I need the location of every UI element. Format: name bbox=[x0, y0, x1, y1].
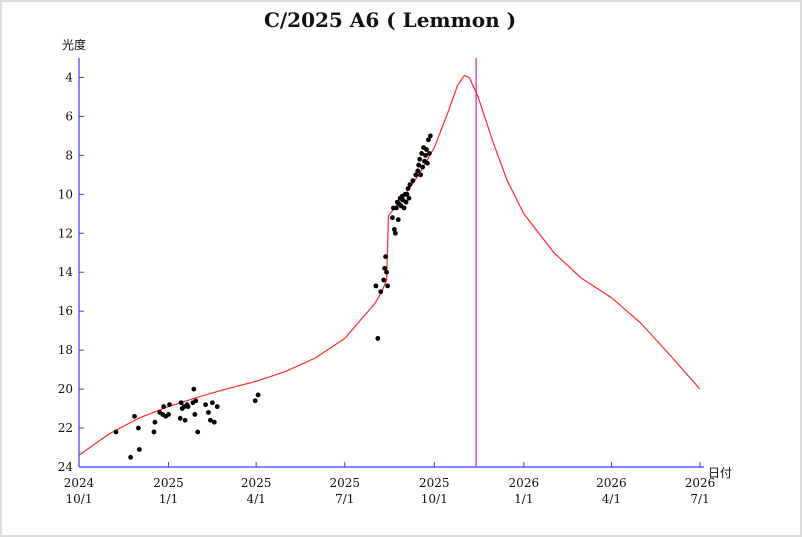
observation-point bbox=[193, 398, 199, 404]
observation-point bbox=[203, 402, 208, 408]
observation-point bbox=[206, 410, 211, 415]
x-tick-date: 1/1 bbox=[514, 492, 533, 506]
observation-point bbox=[417, 156, 423, 162]
y-tick-label: 14 bbox=[58, 265, 74, 279]
observation-point bbox=[192, 412, 198, 417]
x-tick-date: 10/1 bbox=[421, 492, 448, 506]
observation-point bbox=[423, 152, 428, 158]
x-tick-year: 2025 bbox=[153, 476, 184, 490]
predicted-magnitude-line bbox=[78, 74, 701, 456]
observation-point bbox=[182, 417, 188, 423]
observations bbox=[113, 133, 433, 460]
observation-point bbox=[152, 419, 158, 425]
observation-point bbox=[161, 404, 167, 410]
observation-point bbox=[392, 230, 398, 236]
observation-point bbox=[424, 147, 429, 152]
chart-title: C/2025 A6 ( Lemmon ) bbox=[264, 8, 516, 32]
observation-point bbox=[378, 289, 384, 295]
observation-point bbox=[403, 199, 409, 205]
observation-point bbox=[151, 429, 157, 435]
observation-point bbox=[255, 392, 261, 398]
observation-point bbox=[132, 413, 137, 419]
x-ticks: 2024 10/1 2025 1/1 2025 4/1 2025 7/1 2025 10/1 202… bbox=[64, 462, 716, 506]
observation-point bbox=[208, 417, 213, 423]
x-tick-year: 2025 bbox=[241, 476, 272, 490]
observation-point bbox=[135, 425, 141, 431]
x-tick-year: 2024 bbox=[64, 476, 95, 490]
observation-point bbox=[185, 404, 191, 410]
observation-point bbox=[415, 168, 421, 174]
observation-point bbox=[427, 151, 432, 156]
observation-point bbox=[209, 400, 215, 406]
observation-point bbox=[390, 215, 395, 221]
axes bbox=[78, 58, 704, 468]
observation-point bbox=[427, 133, 433, 139]
x-tick-date: 1/1 bbox=[159, 492, 178, 506]
y-tick-label: 20 bbox=[58, 382, 73, 396]
x-tick-date: 10/1 bbox=[66, 492, 93, 506]
observation-point bbox=[420, 164, 425, 170]
observation-point bbox=[418, 172, 424, 178]
observation-point bbox=[425, 160, 430, 166]
y-tick-label: 8 bbox=[65, 148, 73, 162]
observation-point bbox=[167, 402, 172, 408]
x-axis-label: 日付 bbox=[708, 466, 732, 480]
observation-point bbox=[419, 151, 425, 156]
observation-point bbox=[385, 283, 390, 289]
y-tick-label: 18 bbox=[58, 343, 73, 357]
y-tick-label: 24 bbox=[58, 460, 74, 474]
observation-point bbox=[178, 400, 184, 406]
x-tick-year: 2026 bbox=[685, 476, 716, 490]
observation-point bbox=[381, 277, 387, 283]
observation-point bbox=[393, 205, 399, 211]
x-tick-year: 2026 bbox=[596, 476, 627, 490]
x-tick-date: 4/1 bbox=[602, 492, 621, 506]
x-tick-year: 2025 bbox=[329, 476, 360, 490]
y-axis-label: 光度 bbox=[62, 37, 86, 52]
observation-point bbox=[191, 386, 197, 392]
x-tick-date: 7/1 bbox=[335, 492, 354, 506]
observation-point bbox=[214, 404, 220, 410]
y-tick-label: 4 bbox=[65, 70, 73, 84]
y-tick-label: 10 bbox=[58, 187, 73, 201]
observation-point bbox=[383, 254, 389, 260]
observation-point bbox=[373, 283, 379, 289]
x-tick-year: 2026 bbox=[509, 476, 540, 490]
observation-point bbox=[252, 398, 258, 404]
observation-point bbox=[128, 454, 133, 460]
observation-point bbox=[375, 336, 381, 341]
observation-point bbox=[410, 178, 416, 184]
observation-point bbox=[384, 269, 389, 275]
observation-point bbox=[426, 137, 431, 143]
observation-point bbox=[401, 205, 407, 211]
x-tick-year: 2025 bbox=[419, 476, 450, 490]
observation-point bbox=[405, 186, 411, 191]
observation-point bbox=[211, 419, 217, 425]
y-ticks: 4 6 8 10 12 14 16 18 20 22 24 bbox=[58, 70, 84, 474]
observation-point bbox=[382, 265, 388, 271]
observation-point bbox=[406, 195, 412, 201]
observation-point bbox=[195, 429, 201, 435]
y-tick-label: 22 bbox=[58, 421, 73, 435]
x-tick-date: 7/1 bbox=[690, 492, 709, 506]
observation-point bbox=[416, 162, 422, 168]
observation-point bbox=[404, 191, 410, 197]
observation-point bbox=[166, 412, 171, 417]
observation-point bbox=[113, 429, 119, 435]
observation-point bbox=[136, 447, 142, 452]
observation-point bbox=[407, 182, 413, 187]
observation-point bbox=[391, 226, 397, 232]
predicted-curve bbox=[78, 74, 701, 456]
y-tick-label: 12 bbox=[58, 226, 73, 240]
y-tick-label: 6 bbox=[65, 109, 73, 123]
observation-point bbox=[395, 217, 401, 223]
x-tick-date: 4/1 bbox=[246, 492, 265, 506]
observation-point bbox=[177, 415, 183, 421]
observation-point bbox=[413, 172, 419, 178]
y-tick-label: 16 bbox=[58, 304, 73, 318]
